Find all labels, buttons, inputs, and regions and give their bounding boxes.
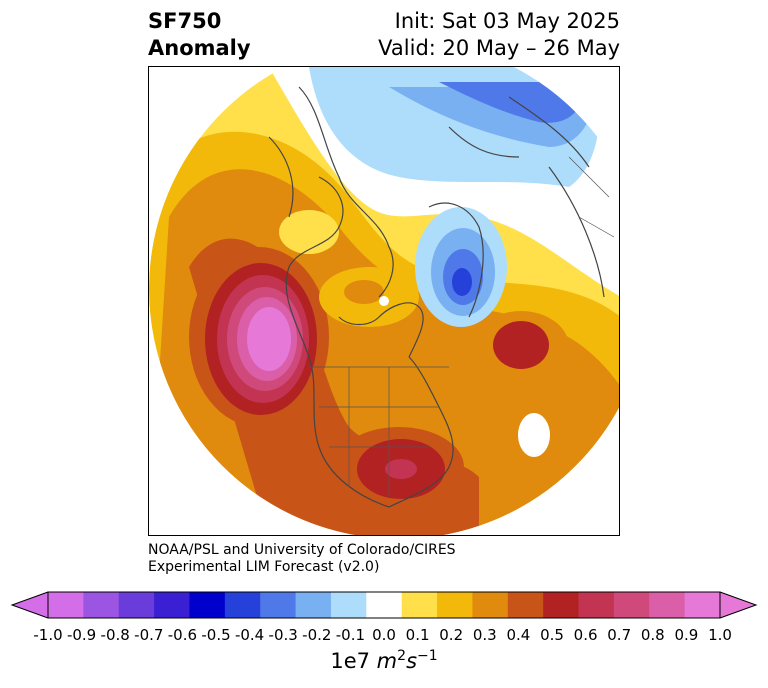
colorbar-left-outline — [10, 591, 49, 619]
colorbar-cell — [260, 592, 297, 618]
contour-green-0.5 — [452, 268, 472, 296]
units-m: m — [376, 649, 398, 673]
colorbar-cell — [401, 592, 438, 618]
colorbar-cell — [578, 592, 615, 618]
borders — [309, 156, 615, 497]
colorbar-tick-label: -0.4 — [234, 626, 265, 644]
field-name: SF750 — [148, 9, 222, 33]
colorbar-tick-label: -0.6 — [167, 626, 198, 644]
init-date: Init: Sat 03 May 2025 — [394, 9, 620, 33]
colorbar-ticks: -1.0 -0.9 -0.8 -0.7 -0.6 -0.5 -0.4 -0.3 -0.2 -0.1… — [0, 626, 768, 646]
contour-0.9 — [247, 307, 291, 371]
colorbar-tick-label: -0.7 — [134, 626, 164, 644]
colorbar-tick-label: 0.2 — [439, 626, 464, 644]
units-scale: 1e7 — [330, 649, 377, 673]
colorbar-tick-label: -0.9 — [66, 626, 97, 644]
colorbar-cell — [189, 592, 226, 618]
colorbar-right-outline — [719, 591, 758, 619]
credit-line-1: NOAA/PSL and University of Colorado/CIRE… — [148, 542, 456, 558]
globe-mask — [149, 67, 619, 535]
colorbar-tick-label: -0.2 — [302, 626, 332, 644]
colorbar-cell — [330, 592, 367, 618]
contour-atl-0.5 — [493, 321, 549, 369]
colorbar-tick-label: -0.3 — [268, 626, 298, 644]
colorbar-tick-label: -0.1 — [335, 626, 366, 644]
colorbar-cell — [649, 592, 686, 618]
colorbar-cell — [507, 592, 544, 618]
valid-range: Valid: 20 May – 26 May — [378, 36, 620, 60]
credit-block: NOAA/PSL and University of Colorado/CIRE… — [148, 542, 456, 576]
date-block: Init: Sat 03 May 2025 Valid: 20 May – 26… — [378, 8, 620, 62]
credit-line-2: Experimental LIM Forecast (v2.0) — [148, 559, 380, 575]
colorbar-cell — [472, 592, 509, 618]
colorbar-cell — [295, 592, 332, 618]
units-m-exp: 2 — [397, 648, 407, 664]
contour-se-0.6 — [385, 459, 417, 479]
colorbar-tick-label: 0.5 — [540, 626, 564, 644]
colorbar-cell — [118, 592, 155, 618]
colorbar-tick-label: 0.8 — [640, 626, 665, 644]
colorbar-tick-label: 0.3 — [472, 626, 497, 644]
colorbar-min-extension — [12, 592, 48, 618]
colorbar-tick-label: 0.6 — [573, 626, 598, 644]
contour-atl-neutral — [518, 413, 550, 457]
colorbar-tick-label: 0.9 — [674, 626, 699, 644]
colorbar-cell — [83, 592, 120, 618]
units-s-exp: −1 — [417, 648, 438, 664]
field-subtitle: Anomaly — [148, 36, 251, 60]
colorbar-tick-label: -0.8 — [100, 626, 130, 644]
colorbar-tick-label: 0.0 — [372, 626, 396, 644]
colorbar-tick-label: 0.4 — [506, 626, 531, 644]
colorbar-cell — [684, 592, 721, 618]
colorbar-cell — [48, 592, 84, 618]
title-block: SF750 Anomaly — [148, 8, 251, 62]
contour-hudson-hole — [379, 296, 389, 306]
colorbar-max-extension — [720, 592, 756, 618]
colorbar-cell — [366, 592, 403, 618]
anomaly-map — [148, 66, 620, 536]
colorbar-cell — [437, 592, 473, 618]
coastlines — [268, 86, 605, 508]
colorbar-cell — [224, 592, 261, 618]
contour-neg-0.4 — [439, 82, 582, 123]
contour-canada-0.1 — [279, 210, 339, 254]
colorbar — [10, 591, 758, 619]
colorbar-cell — [543, 592, 580, 618]
map-svg — [149, 67, 619, 535]
colorbar-tick-label: 0.1 — [405, 626, 430, 644]
colorbar-cell — [154, 592, 190, 618]
contour-hudson-0.3 — [344, 280, 384, 304]
colorbar-outline — [47, 591, 721, 619]
colorbar-tick-label: 0.7 — [607, 626, 632, 644]
colorbar-tick-label: -1.0 — [33, 626, 63, 644]
colorbar-cell — [613, 592, 650, 618]
colorbar-units: 1e7 m2s−1 — [0, 648, 768, 673]
units-s: s — [406, 649, 418, 673]
colorbar-tick-label: 1.0 — [708, 626, 732, 644]
colorbar-tick-label: -0.5 — [201, 626, 231, 644]
anomaly-contours — [149, 67, 619, 535]
